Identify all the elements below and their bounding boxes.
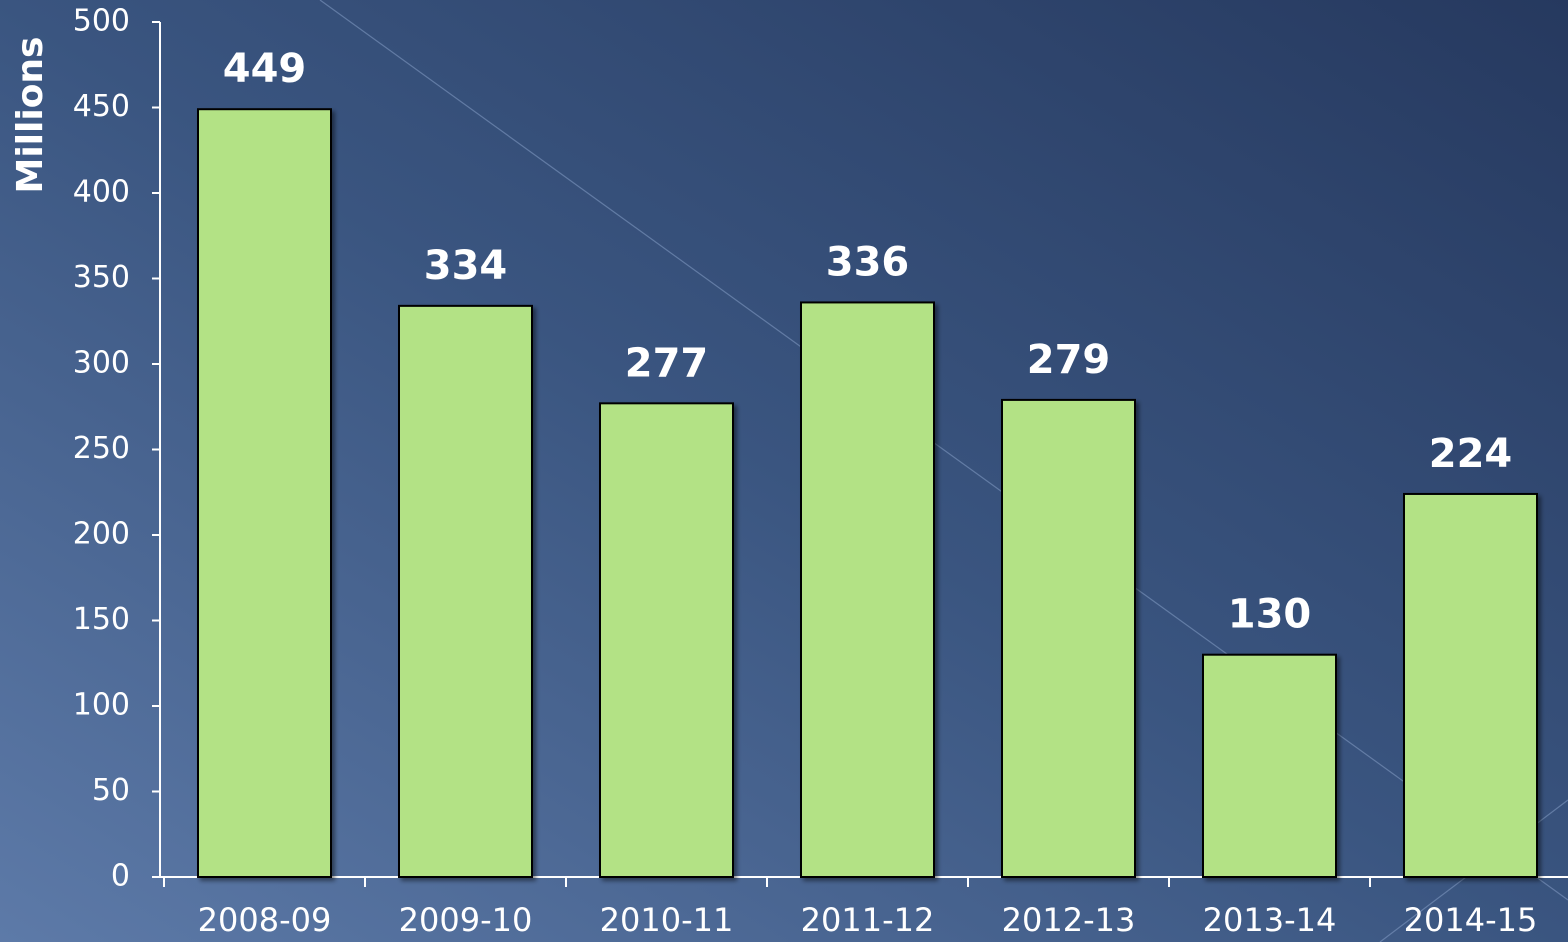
x-tick-label: 2010-11 xyxy=(600,901,734,939)
y-tick-label: 50 xyxy=(92,773,130,808)
value-label: 224 xyxy=(1429,431,1513,477)
x-tick-label: 2012-13 xyxy=(1002,901,1136,939)
value-label: 449 xyxy=(223,46,307,92)
bar xyxy=(197,108,332,878)
bar xyxy=(398,304,533,878)
y-tick-label: 300 xyxy=(73,346,130,381)
y-tick-label: 450 xyxy=(73,89,130,124)
x-tick-label: 2013-14 xyxy=(1203,901,1337,939)
plot: 0 50 100 150 200 250 300 350 400 450 500 2008-09 449… xyxy=(73,4,1568,939)
y-tick-label: 100 xyxy=(73,688,130,723)
bar xyxy=(599,402,734,878)
y-tick-label: 0 xyxy=(111,859,130,894)
bar xyxy=(1001,398,1136,878)
y-tick-label: 400 xyxy=(73,175,130,210)
value-label: 279 xyxy=(1027,337,1111,383)
value-label: 277 xyxy=(625,340,709,386)
x-tick-label: 2009-10 xyxy=(399,901,533,939)
y-tick-label: 200 xyxy=(73,517,130,552)
y-tick-label: 350 xyxy=(73,260,130,295)
y-tick-label: 500 xyxy=(73,4,130,39)
value-label: 336 xyxy=(826,239,910,285)
y-axis-label: Millions xyxy=(10,37,51,194)
decor-line xyxy=(319,0,1568,901)
bar xyxy=(1202,653,1337,879)
x-tick-label: 2011-12 xyxy=(801,901,935,939)
value-label: 334 xyxy=(424,243,508,289)
y-tick-label: 250 xyxy=(73,431,130,466)
value-label: 130 xyxy=(1228,592,1312,638)
bar xyxy=(800,301,935,878)
bar xyxy=(1403,492,1538,878)
y-tick-label: 150 xyxy=(73,602,130,637)
x-tick-label: 2014-15 xyxy=(1404,901,1538,939)
x-tick-label: 2008-09 xyxy=(198,901,332,939)
